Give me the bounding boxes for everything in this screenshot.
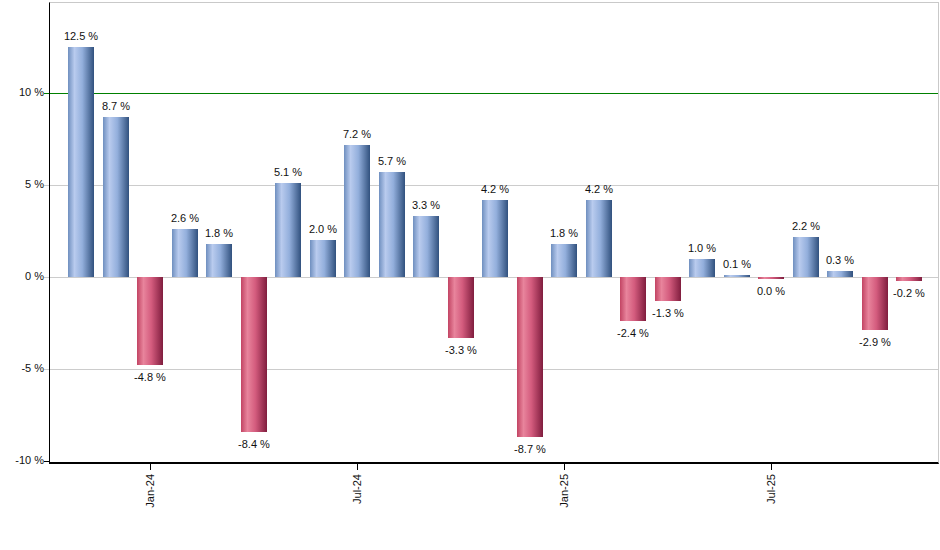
bar-value-label: -8.7 % [500,443,560,456]
bar-value-label: -0.2 % [879,287,939,300]
x-axis-tick [357,464,358,470]
y-axis-tick [44,93,49,94]
bar-negative [862,277,888,330]
bar-value-label: 2.6 % [155,212,215,225]
bar-positive [827,271,853,277]
bar-negative [896,277,922,281]
bar-value-label: 4.2 % [569,183,629,196]
bar-value-label: 1.8 % [534,227,594,240]
bar-positive [68,47,94,277]
bar-value-label: 1.8 % [189,227,249,240]
x-axis-tick-label: Jan-24 [143,474,157,516]
bar-value-label: -8.4 % [224,438,284,451]
y-axis-tick-label: 10 % [4,86,44,99]
x-axis-tick-label: Jul-25 [764,474,778,516]
x-axis-tick [150,464,151,470]
bar-positive [724,275,750,277]
bar-positive [482,200,508,277]
bar-value-label: 3.3 % [396,199,456,212]
bar-negative [517,277,543,437]
bar-value-label: 4.2 % [465,183,525,196]
x-axis-tick [771,464,772,470]
y-axis-tick [44,461,49,462]
y-gridline [50,369,938,370]
bar-value-label: 8.7 % [86,100,146,113]
bar-value-label: 5.1 % [258,166,318,179]
y-axis-tick-label: 5 % [4,178,44,191]
bar-value-label: -2.4 % [603,327,663,340]
bar-value-label: -3.3 % [431,344,491,357]
bar-positive [310,240,336,277]
y-axis-tick [44,185,49,186]
y-axis-tick-label: -5 % [4,362,44,375]
x-axis-tick-label: Jul-24 [350,474,364,516]
bar-negative [758,277,784,279]
bar-value-label: -1.3 % [638,307,698,320]
y-axis-tick-label: 0 % [4,270,44,283]
bar-positive [551,244,577,277]
bar-value-label: 0.3 % [810,254,870,267]
bar-positive [413,216,439,277]
y-axis-tick [44,369,49,370]
bar-negative [137,277,163,365]
monthly-returns-bar-chart: 10 % 5 % 0 % -5 % -10 % 12.5 % 8.7 % -4.8 % 2.6 … [0,0,940,550]
bar-positive [103,117,129,277]
y-gridline [50,277,938,278]
bar-value-label: 2.0 % [293,223,353,236]
bar-value-label: 12.5 % [51,30,111,43]
x-axis-tick [564,464,565,470]
y-axis-tick-label: -10 % [4,454,44,467]
bar-value-label: 2.2 % [776,220,836,233]
bar-positive [206,244,232,277]
bar-value-label: -2.9 % [845,336,905,349]
bar-value-label: -4.8 % [120,371,180,384]
bar-value-label: 0.1 % [707,258,767,271]
bar-value-label: 7.2 % [327,128,387,141]
bar-negative [655,277,681,301]
bar-value-label: 1.0 % [672,242,732,255]
x-axis-tick-label: Jan-25 [557,474,571,516]
bar-value-label: 5.7 % [362,155,422,168]
bar-value-label: 0.0 % [741,285,801,298]
bar-negative [448,277,474,338]
bar-positive [379,172,405,277]
reference-line-10pct [50,93,938,94]
y-axis-tick [44,277,49,278]
bar-negative [241,277,267,432]
